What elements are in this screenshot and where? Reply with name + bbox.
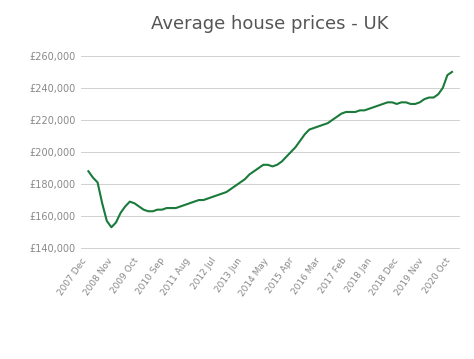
Title: Average house prices - UK: Average house prices - UK: [151, 15, 389, 33]
